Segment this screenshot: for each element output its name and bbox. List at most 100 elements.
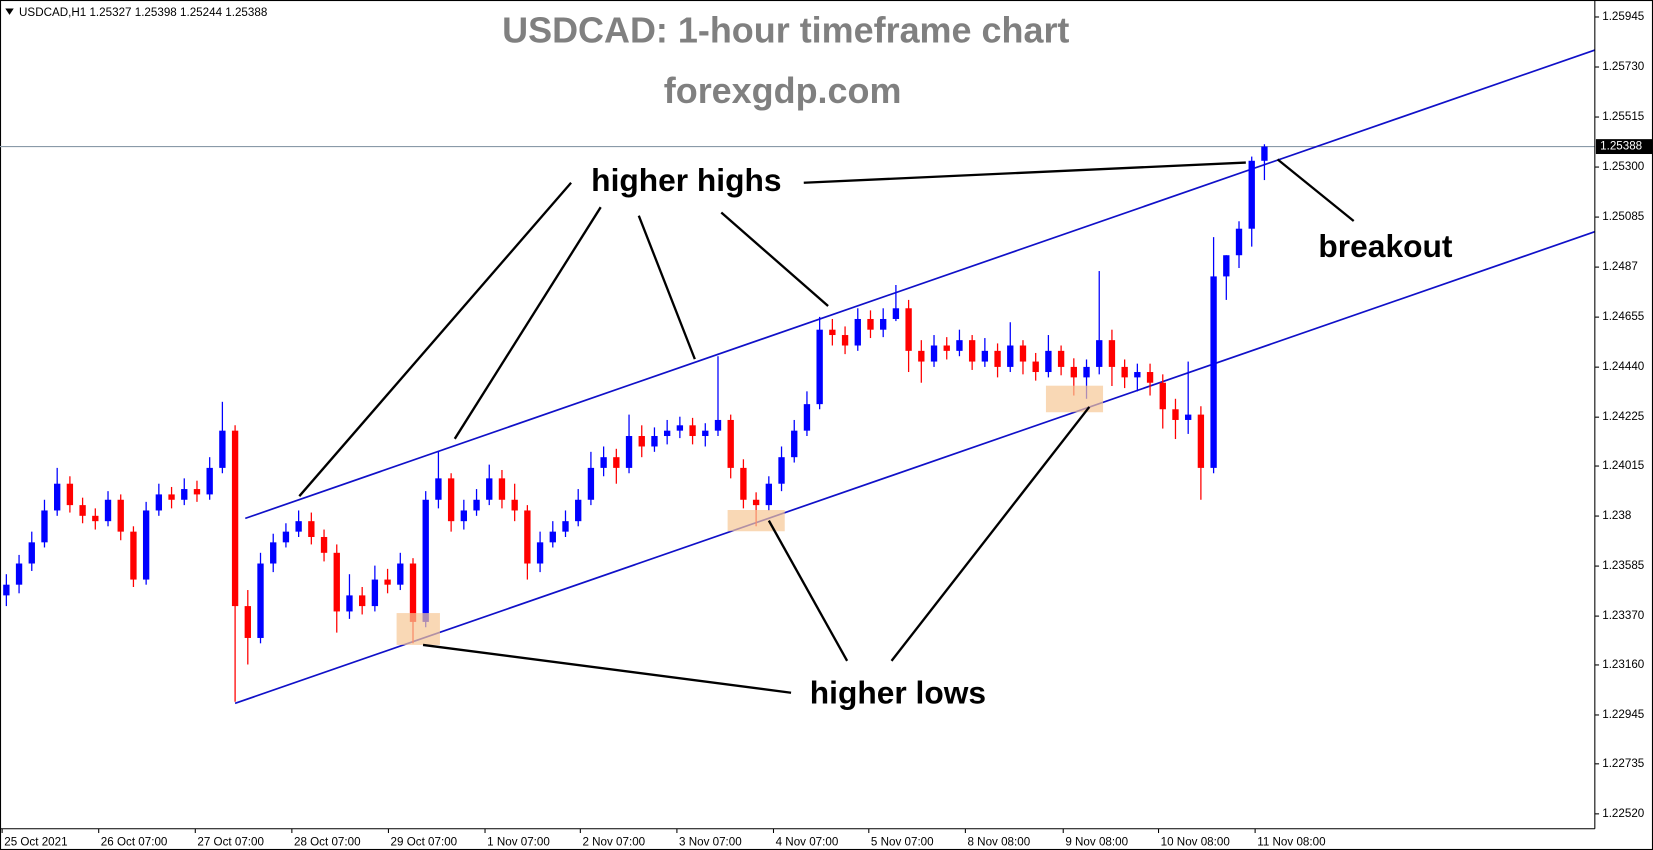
candle-body [142, 510, 150, 580]
candle-body [282, 531, 290, 543]
candle-body [638, 436, 645, 447]
x-tick-label: 26 Oct 07:00 [101, 836, 168, 849]
candles [0, 49, 1596, 705]
candle-body [409, 563, 417, 622]
trendline [244, 49, 1596, 520]
annotation-arrow [453, 206, 602, 440]
candle-body [486, 478, 493, 500]
candle-body [181, 489, 188, 500]
candle-body [829, 329, 836, 336]
x-tick-label: 3 Nov 07:00 [679, 836, 742, 849]
candle-body [905, 308, 912, 351]
x-tick-label: 11 Nov 08:00 [1257, 836, 1326, 849]
candle-body [1083, 366, 1090, 378]
y-tick-label: 1.24225 [1602, 410, 1644, 423]
candle-body [778, 457, 785, 484]
candle-body [359, 595, 366, 607]
x-tick-label: 29 Oct 07:00 [391, 836, 458, 849]
y-tick-label: 1.24655 [1602, 310, 1644, 323]
annotation-arrow [720, 211, 829, 307]
x-tick-label: 8 Nov 08:00 [967, 836, 1030, 849]
annotation-arrow [298, 181, 572, 497]
y-tick-label: 1.25085 [1602, 210, 1644, 223]
candle-body [803, 404, 811, 431]
x-tick-label: 9 Nov 08:00 [1065, 836, 1128, 849]
y-tick-label: 1.23370 [1602, 609, 1645, 622]
y-tick-label: 1.24015 [1602, 459, 1644, 472]
candle-body [1235, 228, 1243, 256]
y-tick-label: 1.23160 [1602, 658, 1645, 671]
trendline [234, 230, 1596, 705]
candle-body [1223, 255, 1230, 277]
menu-icon[interactable] [5, 8, 14, 15]
candle-body [562, 521, 569, 532]
annotation-arrow [803, 161, 1246, 184]
candle-body [168, 494, 175, 500]
candle-body [1070, 366, 1077, 378]
candle-body [1159, 382, 1166, 410]
candle-body [244, 606, 251, 638]
y-tick-label: 1.2487 [1602, 260, 1638, 273]
y-tick-label: 1.25945 [1602, 10, 1644, 23]
candle-body [702, 430, 709, 437]
candle-body [117, 499, 124, 532]
candle-body [435, 478, 442, 500]
y-tick-label: 1.22735 [1602, 757, 1644, 770]
candle-body [1019, 345, 1027, 362]
candle-body [104, 499, 112, 522]
candle-body [854, 318, 861, 346]
annotation-arrow [422, 643, 792, 694]
candle-body [663, 430, 671, 437]
chart-subtitle: forexgdp.com [664, 70, 902, 111]
chart-title: USDCAD: 1-hour timeframe chart [502, 9, 1069, 50]
y-tick-label: 1.23585 [1602, 559, 1644, 572]
candle-body [41, 510, 48, 543]
candle-body [231, 430, 239, 607]
annotation-arrow [767, 520, 849, 662]
candle-body [880, 318, 887, 330]
candle-body [1108, 340, 1116, 367]
overlay: higher highs higher lows breakout [298, 158, 1453, 710]
y-tick-label: 1.25730 [1602, 60, 1645, 73]
candle-body [155, 494, 163, 511]
candle-body [981, 350, 989, 362]
candle-body [689, 425, 696, 437]
candle-body [397, 563, 404, 585]
candle-body [1096, 340, 1103, 367]
candle-body [549, 531, 556, 543]
candle-body [943, 345, 950, 351]
y-tick-label: 1.22520 [1602, 807, 1645, 820]
candle-body [1248, 160, 1255, 229]
candle-body [498, 478, 506, 500]
candle-body [66, 483, 74, 506]
candle-body [1134, 372, 1141, 378]
y-tick-label: 1.25300 [1602, 160, 1645, 173]
x-tick-label: 25 Oct 2021 [4, 836, 67, 849]
candle-body [676, 425, 684, 431]
candle-body [1007, 345, 1014, 367]
candle-body [320, 536, 328, 553]
candle-body [727, 419, 734, 468]
candle-body [384, 579, 391, 585]
candle-body [536, 542, 544, 564]
candle-body [625, 436, 633, 468]
candle-body [1057, 350, 1065, 367]
candle-body [422, 499, 429, 622]
annotation: higher highs [591, 162, 781, 198]
candle-body [1261, 146, 1268, 161]
candle-body [371, 579, 379, 607]
candle-body [613, 457, 620, 468]
candle-body [651, 436, 658, 447]
highlight-box [1045, 385, 1104, 413]
x-tick-label: 10 Nov 08:00 [1161, 836, 1231, 849]
candle-body [295, 521, 302, 532]
candle-body [193, 489, 201, 495]
candle-body [575, 499, 582, 522]
annotation-arrow [1276, 158, 1355, 222]
candle-body [333, 552, 340, 612]
x-tick-label: 28 Oct 07:00 [294, 836, 361, 849]
candle-body [257, 563, 264, 638]
annotation-arrow [637, 215, 696, 360]
candle-body [15, 563, 23, 585]
